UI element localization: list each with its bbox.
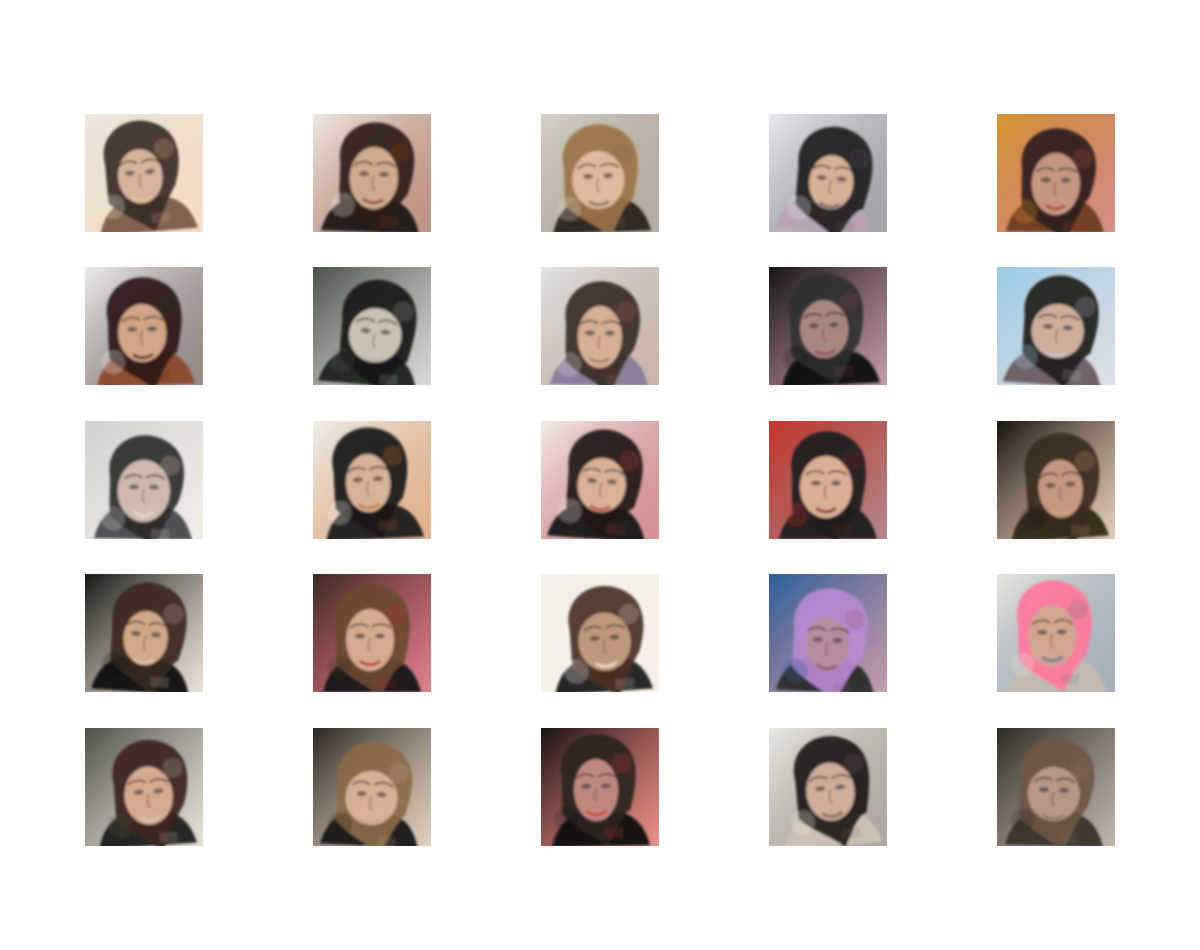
face-tile-r3-c1 [85,421,203,539]
face-tile-r2-c3 [541,267,659,385]
face-tile-r1-c2 [313,114,431,232]
face-tile-r2-c5 [997,267,1115,385]
face-tile-r4-c3 [541,574,659,692]
face-tile-r2-c1 [85,267,203,385]
face-tile-r2-c4 [769,267,887,385]
face-tile-r5-c2 [313,728,431,846]
face-tile-r3-c5 [997,421,1115,539]
face-tile-r1-c5 [997,114,1115,232]
face-tile-r3-c4 [769,421,887,539]
face-tile-r3-c3 [541,421,659,539]
face-tile-r1-c1 [85,114,203,232]
face-tile-r4-c1 [85,574,203,692]
face-tile-r4-c2 [313,574,431,692]
face-tile-r2-c2 [313,267,431,385]
face-tile-r4-c4 [769,574,887,692]
face-tile-r5-c4 [769,728,887,846]
face-tile-r1-c3 [541,114,659,232]
face-tile-r4-c5 [997,574,1115,692]
face-tile-r5-c5 [997,728,1115,846]
face-tile-r1-c4 [769,114,887,232]
face-tile-r5-c3 [541,728,659,846]
face-tile-r3-c2 [313,421,431,539]
face-tile-r5-c1 [85,728,203,846]
